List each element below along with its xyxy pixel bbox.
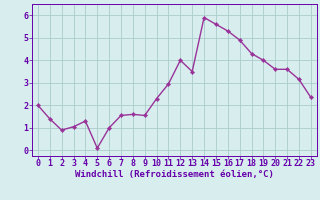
X-axis label: Windchill (Refroidissement éolien,°C): Windchill (Refroidissement éolien,°C) bbox=[75, 170, 274, 179]
